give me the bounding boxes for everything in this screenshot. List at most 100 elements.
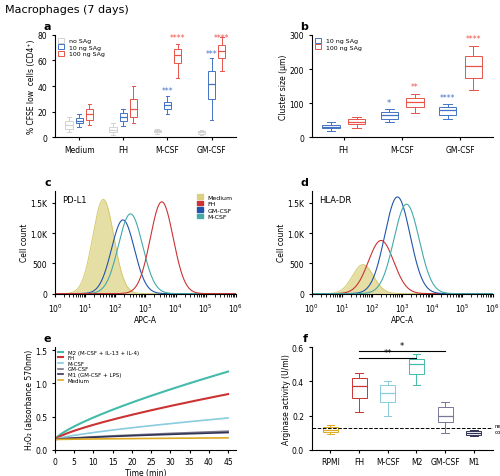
M2 (M-CSF + IL-13 + IL-4)	[158, 390, 164, 396]
PathPatch shape	[174, 50, 182, 64]
Text: *: *	[387, 99, 392, 108]
PathPatch shape	[198, 132, 205, 134]
Text: ****: ****	[466, 35, 481, 44]
Line: M2 (M-CSF + IL-13 + IL-4): M2 (M-CSF + IL-13 + IL-4)	[55, 372, 228, 439]
GM-CSF	[225, 428, 231, 434]
M1 (GM-CSF + LPS)	[225, 430, 231, 436]
Y-axis label: Cell count: Cell count	[276, 224, 285, 262]
Text: neg.
control: neg. control	[494, 423, 500, 434]
Text: PD-L1: PD-L1	[62, 196, 86, 205]
Text: **: **	[411, 83, 419, 92]
Legend: Medium, FH, GM-CSF, M-CSF: Medium, FH, GM-CSF, M-CSF	[197, 195, 232, 219]
Medium	[198, 435, 204, 441]
PathPatch shape	[66, 121, 73, 129]
FH	[52, 436, 59, 442]
PathPatch shape	[164, 102, 171, 110]
Line: M-CSF: M-CSF	[55, 418, 228, 439]
Medium	[158, 436, 164, 441]
Y-axis label: % CFSE low  cells (CD4⁺): % CFSE low cells (CD4⁺)	[27, 40, 36, 134]
M-CSF	[158, 422, 164, 427]
PathPatch shape	[218, 46, 226, 59]
M1 (GM-CSF + LPS)	[154, 432, 160, 438]
M-CSF	[52, 436, 59, 442]
Text: f: f	[303, 333, 308, 343]
Legend: 10 ng SAg, 100 ng SAg: 10 ng SAg, 100 ng SAg	[315, 39, 362, 51]
PathPatch shape	[323, 427, 338, 432]
Text: Macrophages (7 days): Macrophages (7 days)	[5, 5, 129, 15]
PathPatch shape	[380, 113, 398, 119]
M-CSF	[52, 436, 58, 442]
Text: ***: ***	[162, 87, 173, 96]
M1 (GM-CSF + LPS)	[209, 430, 215, 436]
Y-axis label: Cluster size (μm): Cluster size (μm)	[279, 54, 288, 119]
GM-CSF	[209, 429, 215, 435]
FH	[155, 406, 161, 412]
M1 (GM-CSF + LPS)	[52, 436, 59, 442]
Medium	[52, 436, 58, 442]
FH	[158, 406, 164, 411]
PathPatch shape	[409, 359, 424, 375]
Legend: M2 (M-CSF + IL-13 + IL-4), FH, M-CSF, GM-CSF, M1 (GM-CSF + LPS), Medium: M2 (M-CSF + IL-13 + IL-4), FH, M-CSF, GM…	[58, 350, 139, 383]
Text: a: a	[44, 21, 52, 31]
GM-CSF	[52, 436, 58, 442]
PathPatch shape	[439, 108, 456, 115]
Text: c: c	[45, 178, 52, 188]
Y-axis label: Cell count: Cell count	[20, 224, 29, 262]
GM-CSF	[158, 431, 164, 436]
FH	[225, 391, 231, 397]
PathPatch shape	[86, 110, 93, 120]
Medium	[225, 435, 231, 441]
M1 (GM-CSF + LPS)	[158, 432, 164, 437]
Medium	[209, 435, 215, 441]
PathPatch shape	[120, 114, 127, 121]
Medium	[154, 436, 160, 441]
Y-axis label: H₂O₂ (absorbance 570nm): H₂O₂ (absorbance 570nm)	[25, 348, 34, 448]
M2 (M-CSF + IL-13 + IL-4)	[155, 391, 161, 397]
M2 (M-CSF + IL-13 + IL-4)	[52, 436, 59, 441]
GM-CSF	[154, 431, 160, 437]
GM-CSF	[52, 436, 59, 442]
FH	[154, 406, 160, 412]
M2 (M-CSF + IL-13 + IL-4)	[52, 436, 58, 442]
Text: ***: ***	[206, 50, 218, 59]
X-axis label: Time (min): Time (min)	[124, 468, 166, 476]
PathPatch shape	[464, 57, 482, 79]
M2 (M-CSF + IL-13 + IL-4)	[209, 374, 215, 379]
Line: FH: FH	[55, 394, 228, 439]
PathPatch shape	[352, 378, 366, 398]
PathPatch shape	[208, 71, 216, 100]
M-CSF	[225, 415, 231, 421]
GM-CSF	[155, 431, 161, 437]
PathPatch shape	[130, 100, 137, 118]
PathPatch shape	[110, 128, 117, 133]
M2 (M-CSF + IL-13 + IL-4)	[154, 391, 160, 397]
M-CSF	[198, 418, 204, 424]
FH	[52, 436, 58, 442]
Text: e: e	[44, 333, 52, 343]
Text: **: **	[384, 348, 392, 357]
FH	[209, 395, 215, 400]
Text: ****: ****	[214, 34, 230, 43]
PathPatch shape	[438, 407, 452, 423]
FH	[198, 397, 204, 403]
Line: M1 (GM-CSF + LPS): M1 (GM-CSF + LPS)	[55, 433, 228, 439]
Line: Medium: Medium	[55, 438, 228, 439]
M2 (M-CSF + IL-13 + IL-4)	[225, 369, 231, 375]
X-axis label: APC-A: APC-A	[134, 316, 157, 324]
Text: HLA-DR: HLA-DR	[319, 196, 351, 205]
M1 (GM-CSF + LPS)	[198, 431, 204, 436]
Medium	[155, 436, 161, 441]
Text: ****: ****	[440, 93, 456, 102]
PathPatch shape	[406, 99, 423, 108]
Y-axis label: Arginase activity (U/ml): Arginase activity (U/ml)	[282, 353, 290, 444]
PathPatch shape	[348, 120, 366, 125]
Line: GM-CSF: GM-CSF	[55, 431, 228, 439]
Text: ****: ****	[170, 34, 186, 43]
PathPatch shape	[154, 130, 161, 133]
M1 (GM-CSF + LPS)	[155, 432, 161, 438]
Text: b: b	[300, 21, 308, 31]
X-axis label: APC-A: APC-A	[390, 316, 413, 324]
GM-CSF	[198, 429, 204, 435]
Medium	[52, 436, 59, 442]
M-CSF	[155, 422, 161, 428]
